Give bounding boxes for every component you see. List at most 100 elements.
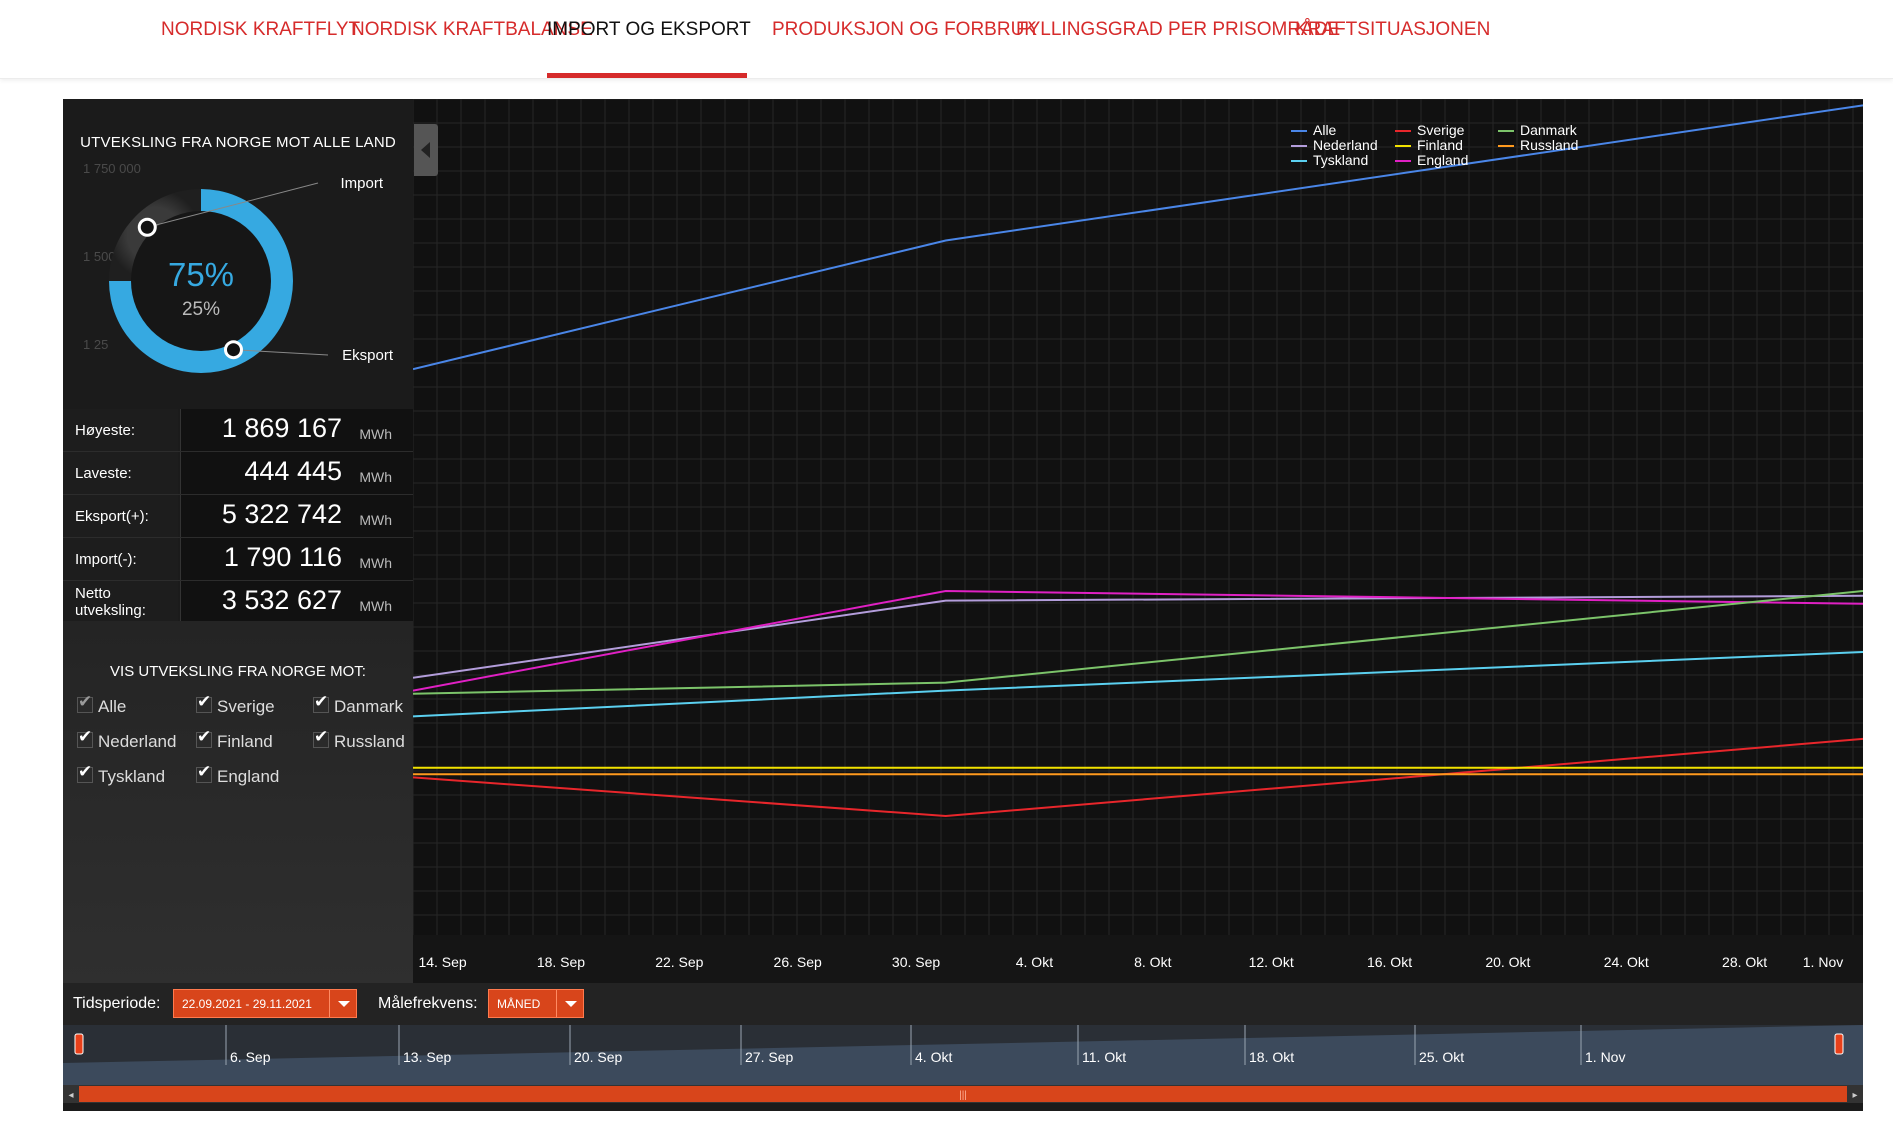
checkbox-box[interactable] (313, 727, 329, 748)
frequency-value: MÅNED (497, 997, 541, 1011)
stat-row-netto: Netto utveksling: 3 532 627 MWh (63, 581, 414, 624)
tab-produksjon-og-forbruk[interactable]: PRODUKSJON OG FORBRUK (772, 19, 1037, 40)
stat-unit: MWh (359, 426, 392, 442)
x-tick-label: 24. Okt (1604, 954, 1649, 970)
stat-value: 3 532 627 (221, 585, 342, 615)
stat-label: Netto utveksling: (63, 581, 178, 623)
donut-panel: UTVEKSLING FRA NORGE MOT ALLE LAND 1 750… (63, 99, 413, 409)
stat-unit: MWh (359, 598, 392, 614)
legend-item-alle[interactable]: Alle (1313, 122, 1337, 138)
navigator-right-handle[interactable] (1834, 1033, 1844, 1055)
line-chart-panel: 14. Sep 18. Sep 22. Sep 26. Sep 30. Sep 4. Ok… (413, 99, 1863, 983)
scroll-right-arrow-icon[interactable]: ▸ (1852, 1090, 1857, 1101)
filters-title: VIS UTVEKSLING FRA NORGE MOT: (110, 663, 366, 680)
filter-danmark-checkbox[interactable]: Danmark (313, 692, 403, 717)
navigator-area (63, 1025, 1863, 1085)
x-tick-label: 1. Nov (1803, 954, 1843, 970)
checkbox-box[interactable] (77, 692, 93, 713)
navigator-left-handle[interactable] (74, 1033, 84, 1055)
tab-nordisk-kraftflyt[interactable]: NORDISK KRAFTFLYT (161, 19, 361, 40)
legend-item-tyskland[interactable]: Tyskland (1313, 152, 1368, 168)
navigator-scrollbar-thumb[interactable] (79, 1086, 1847, 1102)
filter-alle-checkbox[interactable]: Alle (77, 692, 127, 717)
series-line-danmark[interactable] (413, 590, 1863, 695)
filter-sverige-checkbox[interactable]: Sverige (196, 692, 275, 717)
filter-nederland-checkbox[interactable]: Nederland (77, 727, 176, 752)
stat-label: Import(-): (63, 538, 178, 580)
stat-value: 1 790 116 (223, 542, 342, 572)
range-navigator: 6. Sep 13. Sep 20. Sep 27. Sep 4. Okt 11. Okt… (63, 1025, 1863, 1111)
filter-england-checkbox[interactable]: England (196, 762, 279, 787)
x-tick-label: 4. Okt (1016, 954, 1053, 970)
filter-label: Finland (217, 732, 273, 751)
export-marker[interactable] (223, 340, 243, 360)
collapse-panel-button[interactable] (414, 124, 438, 176)
top-nav: NORDISK KRAFTFLYT NORDISK KRAFTBALANSE I… (0, 0, 1893, 79)
stat-value-cell: 5 322 742 MWh (180, 495, 414, 537)
navigator-chart: 6. Sep 13. Sep 20. Sep 27. Sep 4. Okt 11. Okt… (63, 1025, 1863, 1103)
stat-value-cell: 1 869 167 MWh (180, 409, 414, 451)
stat-label: Eksport(+): (63, 495, 178, 537)
stat-value: 5 322 742 (221, 499, 342, 529)
filter-tyskland-checkbox[interactable]: Tyskland (77, 762, 165, 787)
series-line-alle[interactable] (413, 104, 1863, 371)
checkbox-box[interactable] (313, 692, 329, 713)
series-line-england[interactable] (413, 589, 1863, 692)
chevron-down-icon[interactable] (556, 990, 583, 1017)
checkbox-box[interactable] (77, 762, 93, 783)
import-marker[interactable] (137, 217, 157, 237)
x-tick-label: 20. Okt (1485, 954, 1530, 970)
period-label: Tidsperiode: (73, 995, 161, 1012)
navigator-tick-label: 1. Nov (1585, 1049, 1625, 1065)
chart-grid (413, 99, 1863, 935)
tab-import-og-eksport[interactable]: IMPORT OG EKSPORT (547, 0, 751, 78)
navigator-tick-label: 4. Okt (915, 1049, 952, 1065)
x-tick-label: 28. Okt (1722, 954, 1767, 970)
export-leader-line (233, 349, 329, 356)
x-tick-label: 18. Sep (537, 954, 585, 970)
stat-row-import: Import(-): 1 790 116 MWh (63, 538, 414, 581)
tab-kraftsituasjonen[interactable]: KRAFTSITUASJONEN (1295, 19, 1491, 40)
period-select[interactable]: 22.09.2021 - 29.11.2021 (173, 989, 357, 1018)
donut-export-label: Eksport (342, 347, 394, 364)
frequency-label: Målefrekvens: (378, 995, 478, 1012)
checkbox-box[interactable] (77, 727, 93, 748)
scroll-left-arrow-icon[interactable]: ◂ (68, 1090, 73, 1101)
tab-fyllingsgrad-per-prisomrade[interactable]: FYLLINGSGRAD PER PRISOMRÅDE (1016, 19, 1341, 40)
chevron-down-icon[interactable] (329, 990, 356, 1017)
frequency-select[interactable]: MÅNED (488, 989, 584, 1018)
series-line-nederland[interactable] (413, 594, 1863, 679)
legend-item-england[interactable]: England (1417, 152, 1468, 168)
x-tick-label: 26. Sep (774, 954, 822, 970)
stat-unit: MWh (359, 469, 392, 485)
x-axis-band (413, 935, 1863, 983)
series-line-tyskland[interactable] (413, 651, 1863, 718)
checkbox-box[interactable] (196, 727, 212, 748)
checkbox-box[interactable] (196, 692, 212, 713)
navigator-ticks: 6. Sep 13. Sep 20. Sep 27. Sep 4. Okt 11. Okt… (225, 1025, 1625, 1065)
x-tick-label: 12. Okt (1249, 954, 1294, 970)
series-line-sverige[interactable] (413, 737, 1863, 818)
legend-item-russland[interactable]: Russland (1520, 137, 1578, 153)
scrollbar-grip-icon[interactable]: ||| (959, 1090, 967, 1101)
filter-label: Alle (98, 697, 127, 716)
legend-item-nederland[interactable]: Nederland (1313, 137, 1378, 153)
legend-item-finland[interactable]: Finland (1417, 137, 1463, 153)
legend-item-sverige[interactable]: Sverige (1417, 122, 1465, 138)
import-export-app: UTVEKSLING FRA NORGE MOT ALLE LAND 1 750… (63, 99, 1863, 1111)
stat-row-eksport: Eksport(+): 5 322 742 MWh (63, 495, 414, 538)
navigator-tick-label: 25. Okt (1419, 1049, 1464, 1065)
legend-item-danmark[interactable]: Danmark (1520, 122, 1578, 138)
stat-value-cell: 3 532 627 MWh (180, 581, 414, 623)
stat-row-hoyeste: Høyeste: 1 869 167 MWh (63, 409, 414, 452)
stat-label: Høyeste: (63, 409, 178, 451)
period-value: 22.09.2021 - 29.11.2021 (182, 997, 312, 1011)
filter-russland-checkbox[interactable]: Russland (313, 727, 405, 752)
controls-bar: Tidsperiode: 22.09.2021 - 29.11.2021 Mål… (63, 983, 1863, 1025)
ghost-tick-3: 1 25 (83, 337, 109, 352)
navigator-tick-label: 6. Sep (230, 1049, 271, 1065)
filter-finland-checkbox[interactable]: Finland (196, 727, 273, 752)
tab-nordisk-kraftbalanse[interactable]: NORDISK KRAFTBALANSE (351, 19, 593, 40)
checkbox-box[interactable] (196, 762, 212, 783)
